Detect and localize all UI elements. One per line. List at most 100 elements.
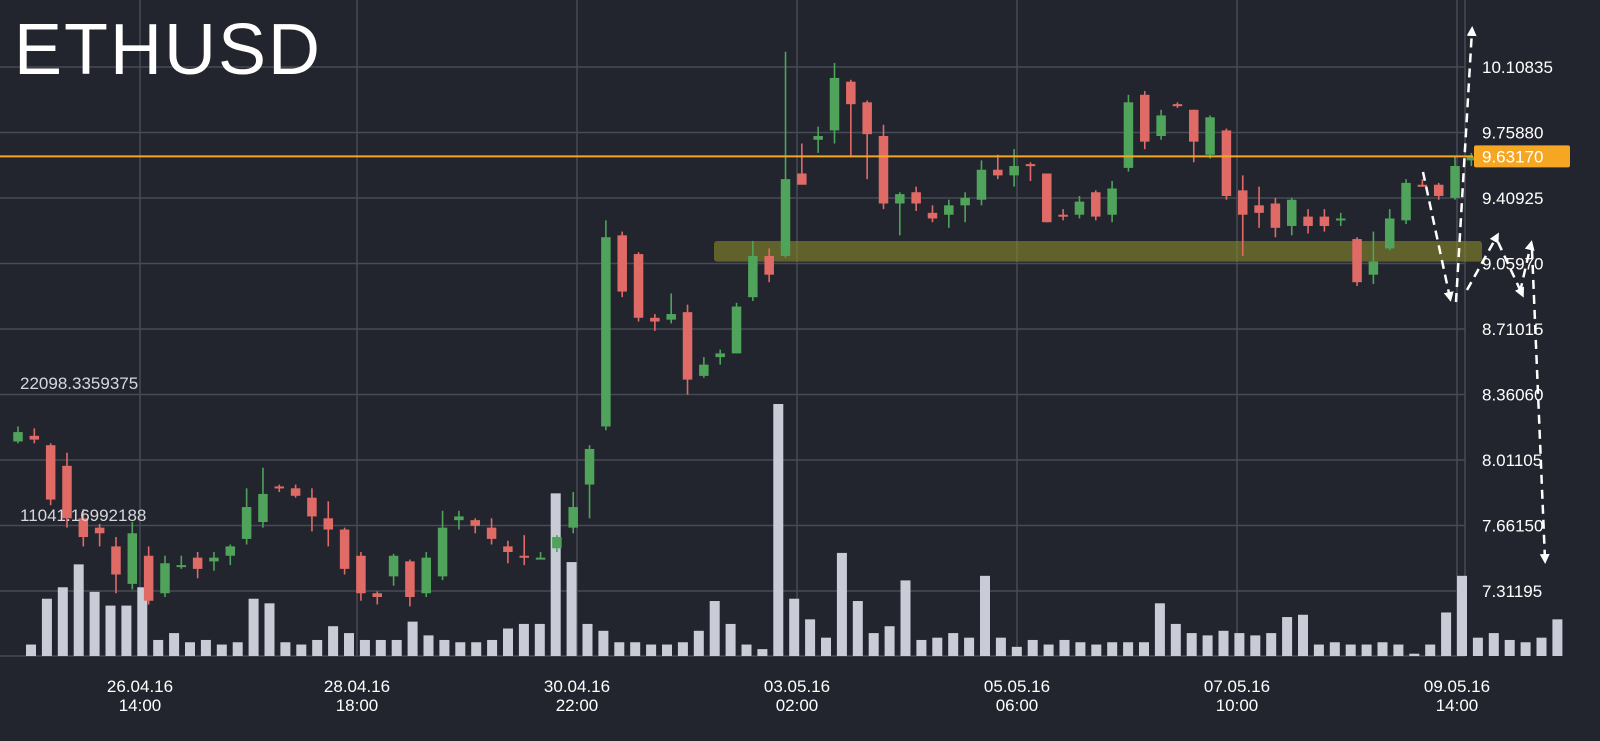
candle-35: [584, 445, 595, 519]
volume-bar-23: [391, 639, 402, 656]
volume-bar-79: [1282, 617, 1293, 656]
volume-bar-17: [296, 644, 307, 656]
candle-89: [1466, 152, 1477, 167]
volume-bar-7: [137, 587, 148, 656]
candle-38: [633, 252, 644, 322]
candle-55: [911, 186, 921, 211]
candle-52: [862, 100, 872, 180]
volume-bar-24: [407, 621, 418, 656]
y-tick-2: 9.40925: [1482, 189, 1543, 208]
candle-14: [241, 488, 252, 545]
y-tick-0: 10.10835: [1482, 58, 1553, 77]
volume-bar-19: [328, 626, 339, 656]
volume-bar-20: [344, 633, 354, 656]
candle-44: [731, 302, 742, 354]
volume-bar-35: [582, 623, 593, 656]
volume-bar-51: [836, 552, 847, 656]
volume-bar-57: [932, 637, 943, 656]
candle-0: [13, 426, 23, 444]
volume-bar-1: [41, 598, 52, 656]
candle-88: [1450, 156, 1460, 200]
volume-bar-29: [487, 639, 498, 656]
current-price-line: 9.63170: [0, 145, 1570, 168]
volume-bar-36: [598, 630, 609, 656]
candle-53: [878, 124, 889, 210]
volume-bar-28: [471, 642, 482, 656]
volume-bar-86: [1393, 644, 1404, 656]
candle-1: [29, 428, 40, 444]
candle-80: [1319, 209, 1330, 232]
candle-85: [1401, 179, 1411, 225]
candle-2: [45, 443, 56, 506]
x-tick-time-6: 14:00: [1436, 696, 1479, 715]
volume-bar-26: [439, 639, 450, 656]
volume-bar-12: [216, 644, 227, 656]
volume-half-label: 11041.16992188: [20, 506, 147, 525]
volume-bar-14: [248, 598, 259, 656]
x-tick-time-2: 22:00: [556, 696, 599, 715]
x-tick-time-1: 18:00: [336, 696, 379, 715]
candle-51: [846, 79, 856, 157]
volume-bar-90: [1457, 575, 1467, 656]
x-axis: 26.04.1614:0028.04.1618:0030.04.1622:000…: [107, 677, 1490, 715]
x-tick-date-2: 30.04.16: [544, 677, 610, 696]
candle-26: [437, 510, 448, 581]
candle-63: [1042, 173, 1052, 223]
candle-87: [1433, 182, 1444, 200]
candle-86: [1417, 179, 1428, 187]
arrow-up-3: [1518, 240, 1535, 293]
y-tick-5: 8.36060: [1482, 386, 1543, 405]
volume-bar-15: [264, 603, 275, 656]
candle-16: [274, 484, 285, 493]
candle-9: [160, 555, 170, 597]
projection-arrows: [1421, 26, 1550, 564]
volume-bar-21: [359, 639, 370, 656]
candle-30: [503, 540, 513, 564]
candle-67: [1107, 180, 1117, 223]
price-tag-label: 9.63170: [1482, 147, 1543, 166]
candle-64: [1058, 209, 1068, 221]
volume-bar-75: [1218, 630, 1229, 656]
chart-title: ETHUSD: [14, 10, 323, 90]
y-tick-6: 8.01105: [1482, 451, 1542, 470]
volume-bar-71: [1154, 603, 1165, 656]
volume-bar-22: [375, 639, 386, 656]
volume-bar-62: [1011, 646, 1022, 656]
volume-bar-42: [693, 630, 704, 656]
candle-34: [568, 492, 578, 534]
volume-bar-77: [1250, 635, 1261, 656]
volume-bar-80: [1298, 614, 1308, 656]
candle-3: [62, 452, 72, 528]
y-tick-8: 7.31195: [1482, 582, 1542, 601]
candle-17: [290, 484, 301, 498]
candle-15: [258, 467, 268, 528]
volume-bar-68: [1107, 642, 1118, 656]
volume-max-label: 22098.3359375: [20, 374, 139, 393]
x-tick-date-1: 28.04.16: [324, 677, 390, 696]
volume-bar-3: [73, 564, 84, 656]
volume-bar-91: [1472, 637, 1483, 656]
volume-bar-48: [789, 598, 800, 656]
candle-73: [1205, 115, 1215, 159]
volume-bar-0: [26, 644, 36, 656]
volume-bar-88: [1425, 644, 1436, 656]
volume-bar-9: [169, 633, 180, 656]
candle-84: [1384, 209, 1395, 251]
arrow-down-1: [1421, 171, 1454, 302]
candle-32: [535, 552, 546, 560]
volume-bar-89: [1441, 612, 1452, 656]
volume-bar-41: [677, 642, 688, 656]
volume-bar-45: [741, 644, 752, 656]
candle-20: [339, 527, 350, 575]
support-zone: [714, 240, 1482, 262]
candle-10: [176, 555, 187, 569]
volume-bar-2: [57, 587, 68, 656]
x-tick-time-0: 14:00: [119, 696, 162, 715]
volume-bar-61: [995, 637, 1006, 656]
candle-66: [1091, 190, 1101, 221]
arrow-up-2: [1465, 232, 1499, 291]
volume-bar-74: [1202, 635, 1213, 656]
volume-bar-84: [1361, 644, 1372, 656]
